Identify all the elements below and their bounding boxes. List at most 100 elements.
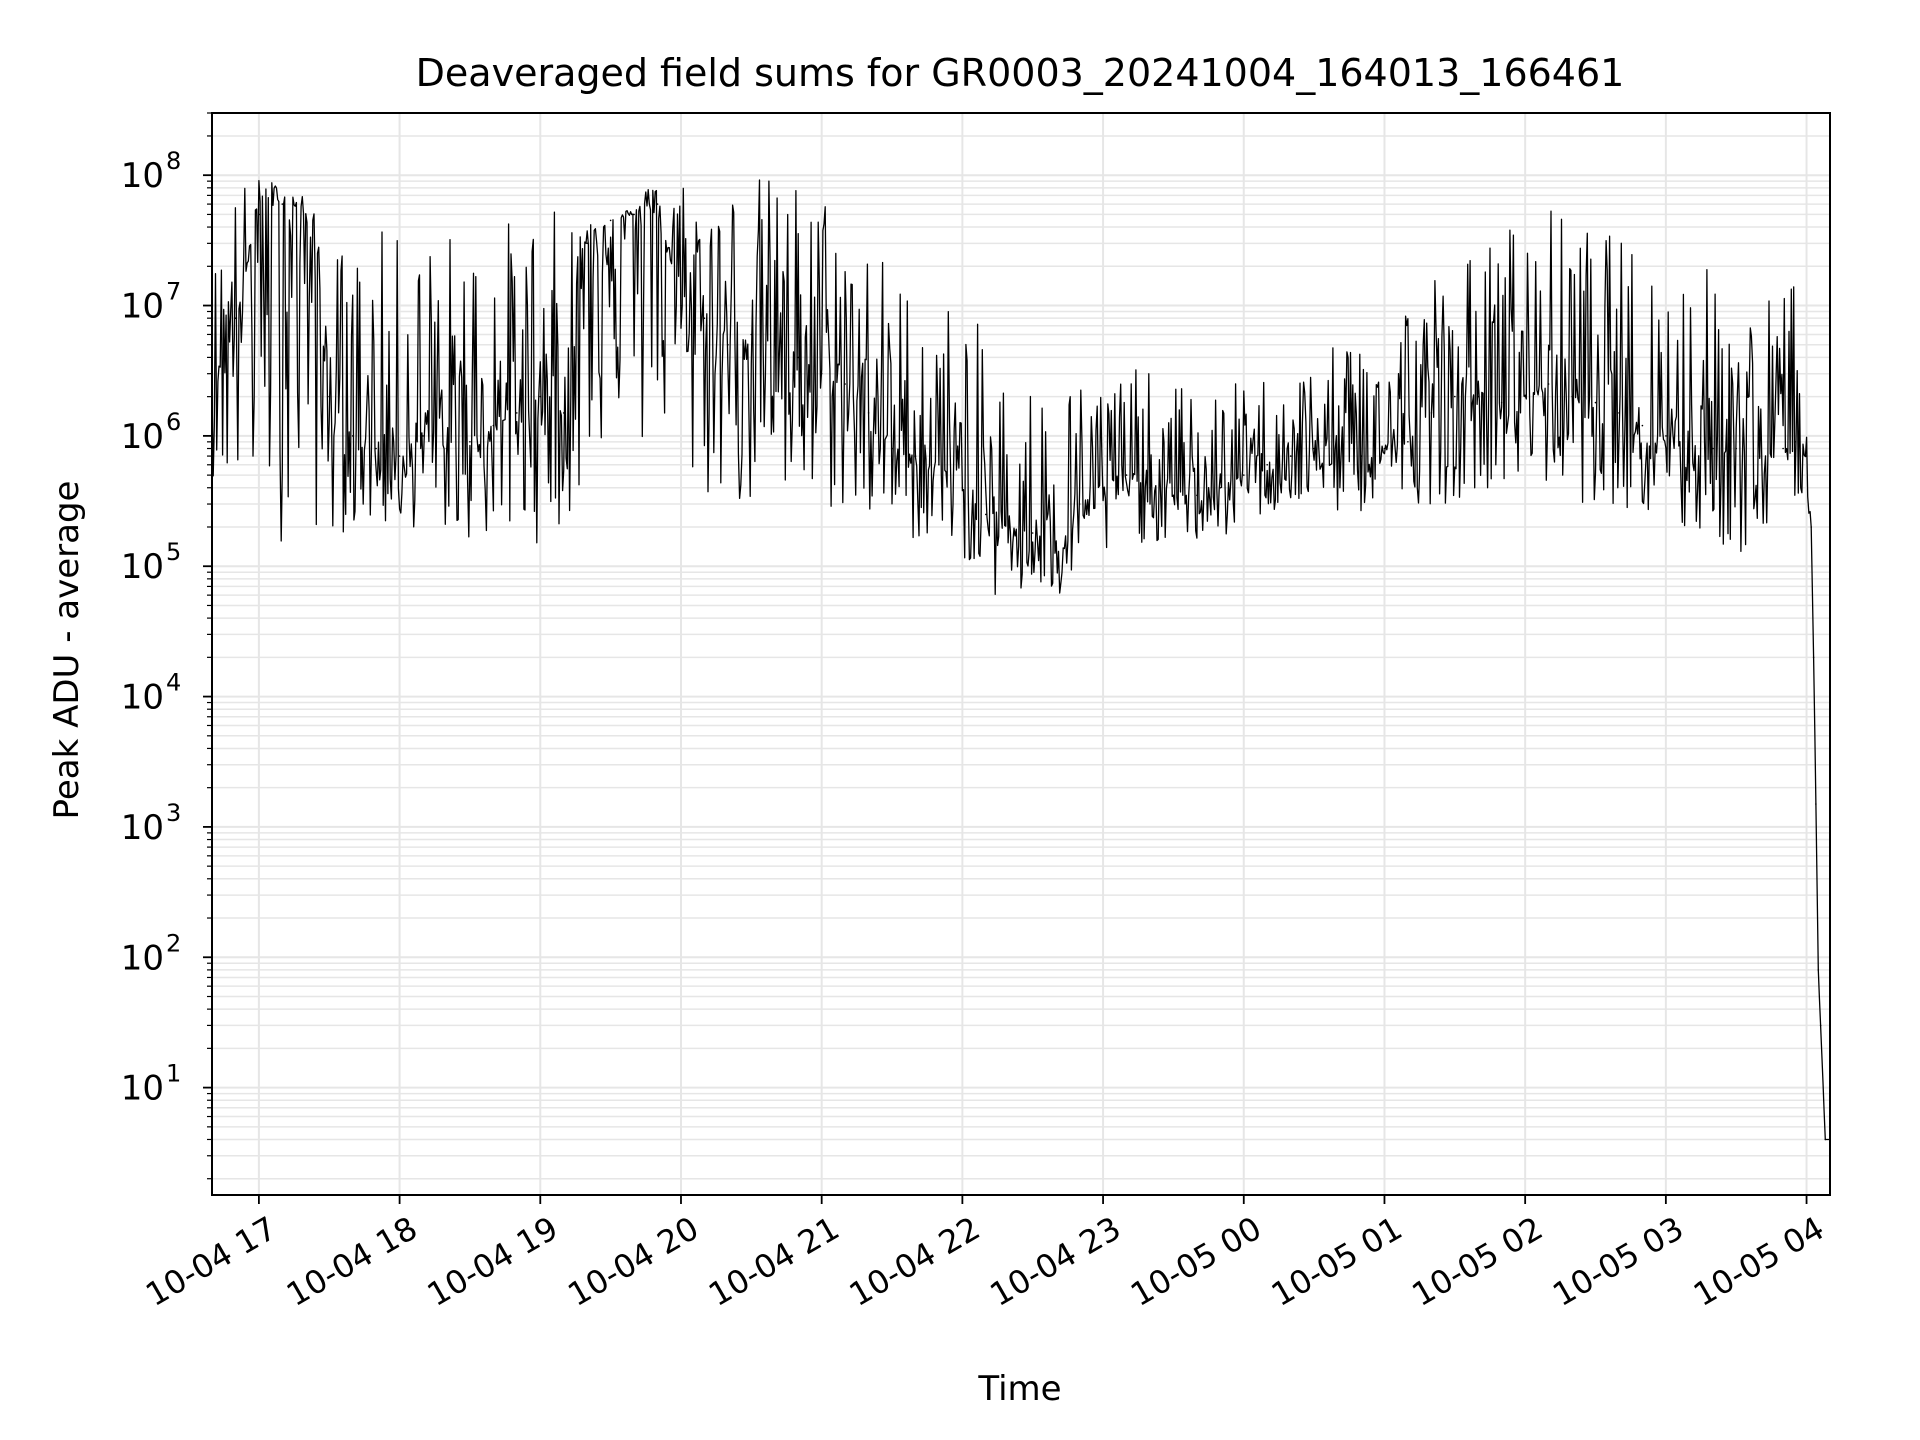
data-point <box>891 447 893 450</box>
y-tick-label-exponent: 7 <box>166 278 181 306</box>
data-point <box>234 317 237 320</box>
data-point <box>703 317 706 320</box>
data-point <box>1454 395 1456 398</box>
data-point <box>1313 447 1315 450</box>
data-point <box>1824 1138 1827 1141</box>
data-point <box>1149 487 1151 489</box>
y-tick-label-exponent: 1 <box>166 1060 181 1088</box>
y-tick-label: 10 <box>121 287 164 327</box>
data-point <box>1735 447 1737 450</box>
data-point <box>797 356 799 359</box>
data-point <box>1641 424 1644 427</box>
data-point <box>1008 526 1011 528</box>
y-tick-label-exponent: 6 <box>166 408 181 436</box>
data-point <box>398 455 401 457</box>
x-axis-label: Time <box>977 1369 1061 1409</box>
data-point <box>1055 542 1057 545</box>
data-point <box>938 464 940 466</box>
data-point <box>961 487 964 489</box>
data-point <box>774 344 776 346</box>
data-point <box>1383 447 1386 450</box>
grid <box>212 112 1830 1195</box>
data-point <box>1819 1024 1822 1027</box>
data-point <box>422 435 424 437</box>
data-point <box>1477 395 1480 398</box>
data-point <box>1810 526 1812 528</box>
data-point <box>1360 455 1362 457</box>
y-tick-label: 10 <box>121 547 164 587</box>
data-point <box>1289 455 1292 457</box>
data-point <box>1219 487 1222 489</box>
data-point <box>1243 474 1245 476</box>
data-point <box>1196 494 1198 497</box>
data-point <box>1817 969 1820 971</box>
y-tick-label-exponent: 8 <box>166 147 181 175</box>
data-point <box>727 344 729 346</box>
data-point <box>1812 656 1815 659</box>
data-point <box>1665 435 1667 437</box>
data-point <box>516 412 518 414</box>
data-point <box>1031 532 1034 534</box>
data-point <box>1078 503 1081 505</box>
data-point <box>1102 487 1104 489</box>
data-point <box>867 412 870 414</box>
data-point <box>1430 412 1433 414</box>
y-tick-label-exponent: 4 <box>166 669 181 697</box>
data-point <box>820 372 823 375</box>
data-point <box>985 513 987 516</box>
data-point <box>1618 412 1620 414</box>
data-point <box>375 447 377 450</box>
y-tick-label-exponent: 2 <box>166 929 181 957</box>
data-point <box>1407 441 1409 443</box>
data-point <box>1805 455 1808 457</box>
series-group <box>211 179 1831 1141</box>
data-point <box>1782 447 1784 450</box>
data-point <box>609 219 612 222</box>
y-tick-label: 10 <box>121 938 164 978</box>
data-point <box>1688 441 1691 443</box>
data-point <box>1815 803 1817 805</box>
data-point <box>1172 494 1175 497</box>
data-point <box>1524 395 1526 398</box>
data-point <box>750 333 753 336</box>
data-point <box>328 395 331 398</box>
data-point <box>844 383 846 385</box>
data-point <box>1336 464 1339 466</box>
data-point <box>914 455 917 457</box>
data-point <box>539 395 542 398</box>
data-point <box>1594 401 1597 404</box>
data-point <box>656 203 659 205</box>
y-tick-label: 10 <box>121 1069 164 1109</box>
y-tick-label: 10 <box>121 678 164 718</box>
data-point <box>469 441 471 443</box>
plot-frame <box>211 112 1831 1196</box>
data-point <box>680 304 682 307</box>
chart-title: Deaveraged field sums for GR0003_2024100… <box>416 51 1625 95</box>
data-point <box>258 213 260 216</box>
data-point <box>1712 447 1714 450</box>
data-point <box>562 412 565 414</box>
data-point <box>281 203 284 205</box>
y-tick-label: 10 <box>121 417 164 457</box>
data-point <box>1500 401 1503 404</box>
data-point <box>1266 464 1268 466</box>
y-tick-label: 10 <box>121 808 164 848</box>
data-point <box>1571 395 1573 398</box>
data-point <box>633 213 635 216</box>
data-point <box>1794 441 1796 443</box>
data-point <box>586 242 588 245</box>
y-tick-label-exponent: 3 <box>166 799 181 827</box>
data-point <box>351 435 354 437</box>
y-tick-label-exponent: 5 <box>166 538 181 566</box>
y-tick-label: 10 <box>121 156 164 196</box>
data-point <box>1758 455 1761 457</box>
data-point <box>1547 383 1550 385</box>
data-point <box>305 213 307 216</box>
data-point <box>1125 474 1128 476</box>
data-point <box>445 447 448 450</box>
y-axis-label: Peak ADU - average <box>47 481 87 820</box>
data-point <box>492 424 495 427</box>
